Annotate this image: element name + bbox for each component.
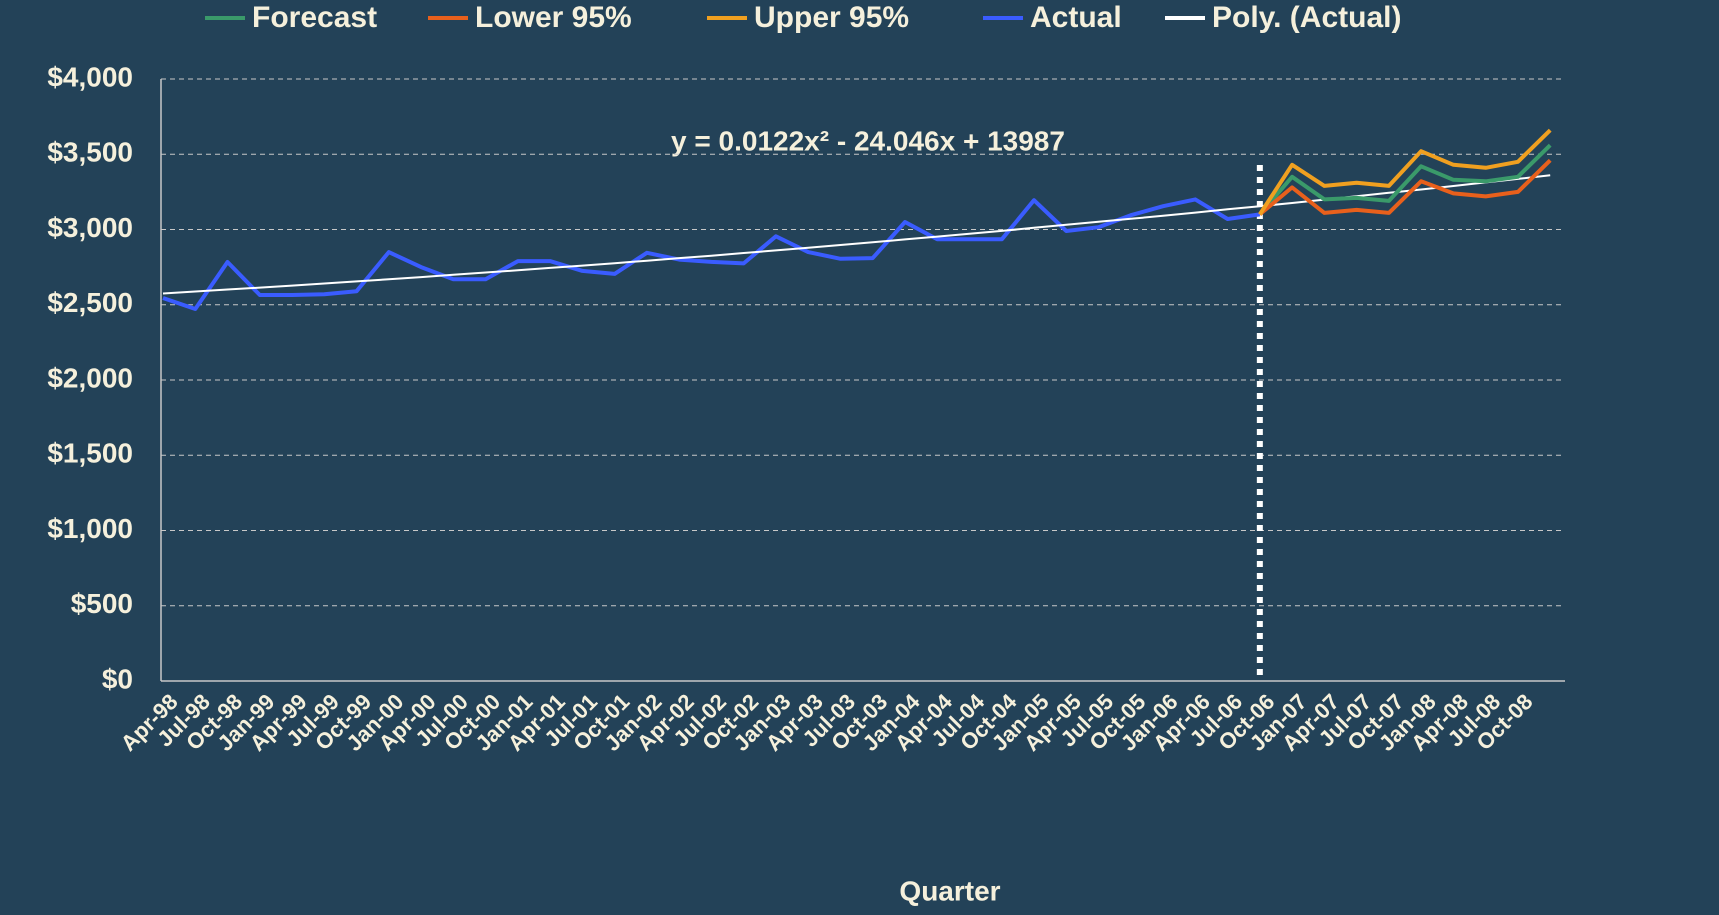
annotation: y = 0.0122x² - 24.046x + 13987 <box>671 125 1065 156</box>
legend-label: Poly. (Actual) <box>1212 1 1401 34</box>
y-tick-label: $2,500 <box>47 287 133 318</box>
y-tick-label: $4,000 <box>47 61 133 92</box>
y-tick-label: $3,000 <box>47 212 133 243</box>
y-tick-label: $500 <box>71 588 133 619</box>
y-tick-label: $3,500 <box>47 137 133 168</box>
x-axis-label: Quarter <box>899 875 1000 906</box>
legend-label: Upper 95% <box>754 1 909 34</box>
y-tick-label: $0 <box>102 663 133 694</box>
series-line <box>1258 158 1552 216</box>
series-line <box>162 174 1551 295</box>
legend-label: Lower 95% <box>475 1 632 34</box>
series-line <box>162 197 1261 311</box>
y-tick-label: $1,500 <box>47 438 133 469</box>
series-line <box>1258 128 1552 216</box>
y-tick-label: $1,000 <box>47 513 133 544</box>
legend-label: Actual <box>1030 1 1122 34</box>
y-tick-label: $2,000 <box>47 362 133 393</box>
series-line <box>1258 143 1552 216</box>
legend-label: Forecast <box>252 1 377 34</box>
